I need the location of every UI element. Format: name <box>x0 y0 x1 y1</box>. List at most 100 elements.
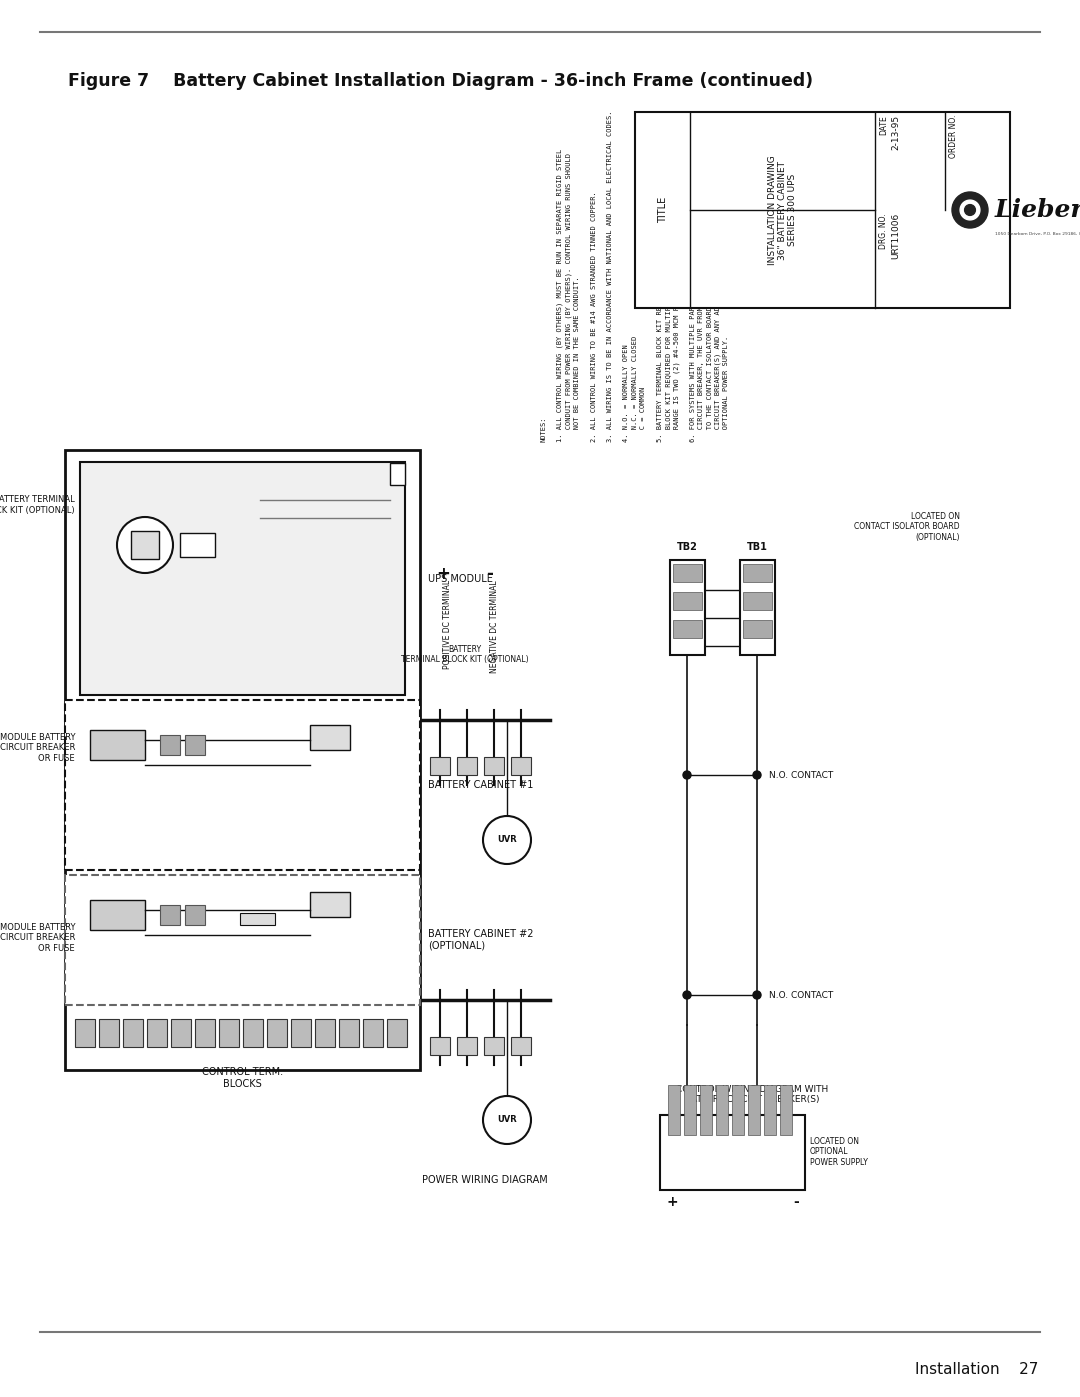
Text: -: - <box>793 1194 799 1208</box>
Bar <box>670 560 705 655</box>
Text: N.O. CONTACT: N.O. CONTACT <box>769 771 834 780</box>
Circle shape <box>753 990 761 999</box>
Bar <box>180 534 215 557</box>
Bar <box>240 914 275 925</box>
Bar <box>219 1018 239 1046</box>
Bar <box>160 735 180 754</box>
Text: DATE: DATE <box>879 115 888 134</box>
Bar <box>511 757 531 775</box>
Bar <box>65 450 420 1070</box>
Bar <box>171 1018 191 1046</box>
Bar <box>99 1018 119 1046</box>
Bar <box>743 592 772 610</box>
Circle shape <box>683 990 691 999</box>
Text: NEGATIVE DC TERMINAL: NEGATIVE DC TERMINAL <box>490 580 499 672</box>
Bar <box>484 757 504 775</box>
Text: CONTROL TERM.
BLOCKS: CONTROL TERM. BLOCKS <box>202 1067 283 1088</box>
Bar <box>669 1085 680 1134</box>
Text: UPS MODULE: UPS MODULE <box>428 574 492 584</box>
Text: Liebert: Liebert <box>995 198 1080 222</box>
Circle shape <box>753 771 761 780</box>
Bar <box>195 1018 215 1046</box>
Bar <box>511 1037 531 1055</box>
Bar <box>673 564 702 583</box>
Bar <box>764 1085 777 1134</box>
Bar <box>291 1018 311 1046</box>
Bar <box>387 1018 407 1046</box>
Bar <box>310 725 350 750</box>
Text: TITLE: TITLE <box>658 197 669 224</box>
Bar <box>780 1085 792 1134</box>
Text: MODULE BATTERY
CIRCUIT BREAKER
OR FUSE: MODULE BATTERY CIRCUIT BREAKER OR FUSE <box>0 923 75 953</box>
Bar <box>732 1085 744 1134</box>
Text: LOCATED ON
OPTIONAL
POWER SUPPLY: LOCATED ON OPTIONAL POWER SUPPLY <box>810 1137 868 1166</box>
Bar <box>748 1085 760 1134</box>
Text: CONTROL WIRING DIAGRAM WITH
BATTERY CIRCUIT BREAKER(S): CONTROL WIRING DIAGRAM WITH BATTERY CIRC… <box>676 1085 828 1105</box>
Bar <box>65 875 420 1004</box>
Text: TB2: TB2 <box>677 542 698 552</box>
Bar <box>457 757 477 775</box>
Bar <box>160 905 180 925</box>
Circle shape <box>964 204 975 215</box>
Bar <box>147 1018 167 1046</box>
Text: UVR: UVR <box>497 835 517 845</box>
Bar <box>743 620 772 638</box>
Text: ORDER NO.: ORDER NO. <box>949 115 958 158</box>
Bar <box>90 731 145 760</box>
Circle shape <box>483 1097 531 1144</box>
Text: URT11006: URT11006 <box>891 212 900 260</box>
Bar <box>716 1085 728 1134</box>
Bar <box>80 462 405 694</box>
Text: 1050 Dearborn Drive, P.O. Box 29186, Columbus, Ohio 43229: 1050 Dearborn Drive, P.O. Box 29186, Col… <box>995 232 1080 236</box>
Bar <box>315 1018 335 1046</box>
Text: 2-13-95: 2-13-95 <box>891 115 900 149</box>
Bar <box>673 592 702 610</box>
Bar <box>430 1037 450 1055</box>
Text: DRG. NO.: DRG. NO. <box>879 212 888 249</box>
Text: INSTALLATION DRAWING
36" BATTERY CABINET
SERIES 300 UPS: INSTALLATION DRAWING 36" BATTERY CABINET… <box>768 155 797 265</box>
Circle shape <box>951 191 988 228</box>
Text: POSITIVE DC TERMINAL: POSITIVE DC TERMINAL <box>443 580 453 669</box>
Circle shape <box>683 771 691 780</box>
Text: -: - <box>487 564 494 583</box>
Text: +: + <box>436 564 450 583</box>
Bar <box>457 1037 477 1055</box>
Bar <box>740 560 775 655</box>
Circle shape <box>960 200 980 219</box>
Text: Installation    27: Installation 27 <box>915 1362 1038 1377</box>
Bar <box>267 1018 287 1046</box>
Text: Figure 7    Battery Cabinet Installation Diagram - 36-inch Frame (continued): Figure 7 Battery Cabinet Installation Di… <box>68 73 813 89</box>
Bar <box>673 620 702 638</box>
Bar <box>390 462 405 485</box>
Bar <box>430 757 450 775</box>
Bar <box>684 1085 696 1134</box>
Bar <box>635 112 1010 307</box>
Circle shape <box>117 517 173 573</box>
Text: BATTERY
TERMINAL BLOCK KIT (OPTIONAL): BATTERY TERMINAL BLOCK KIT (OPTIONAL) <box>401 645 529 665</box>
Bar <box>484 1037 504 1055</box>
Bar <box>185 905 205 925</box>
Text: POWER WIRING DIAGRAM: POWER WIRING DIAGRAM <box>422 1175 548 1185</box>
Bar <box>310 893 350 916</box>
Text: +: + <box>666 1194 677 1208</box>
Bar <box>243 1018 264 1046</box>
Bar <box>131 531 159 559</box>
Bar <box>185 735 205 754</box>
Text: BATTERY CABINET #2
(OPTIONAL): BATTERY CABINET #2 (OPTIONAL) <box>428 929 534 951</box>
Bar <box>700 1085 712 1134</box>
Text: BATTERY TERMINAL
BLOCK KIT (OPTIONAL): BATTERY TERMINAL BLOCK KIT (OPTIONAL) <box>0 496 75 514</box>
Text: BATTERY CABINET #1: BATTERY CABINET #1 <box>428 780 534 789</box>
Bar <box>743 564 772 583</box>
Text: LOCATED ON
CONTACT ISOLATOR BOARD
(OPTIONAL): LOCATED ON CONTACT ISOLATOR BOARD (OPTIO… <box>854 511 960 542</box>
Bar <box>123 1018 143 1046</box>
Text: TB1: TB1 <box>747 542 768 552</box>
Text: N.O. CONTACT: N.O. CONTACT <box>769 990 834 999</box>
Text: MODULE BATTERY
CIRCUIT BREAKER
OR FUSE: MODULE BATTERY CIRCUIT BREAKER OR FUSE <box>0 733 75 763</box>
Bar <box>75 1018 95 1046</box>
Text: UVR: UVR <box>497 1115 517 1125</box>
Bar <box>660 1115 805 1190</box>
Circle shape <box>483 816 531 863</box>
Bar <box>65 700 420 870</box>
Bar <box>363 1018 383 1046</box>
Bar <box>90 900 145 930</box>
